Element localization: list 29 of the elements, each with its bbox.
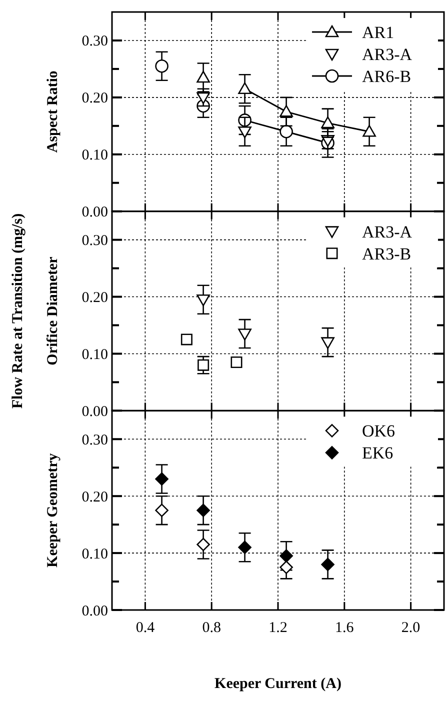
y-tick-label: 0.10 <box>82 346 108 363</box>
y-tick-label: 0.00 <box>82 204 108 221</box>
y-axis-title: Keeper Geometry <box>45 452 61 568</box>
legend-label: AR1 <box>362 22 394 42</box>
text: Flow Rate at Transition (mg/s) <box>10 213 26 409</box>
legend-label: OK6 <box>362 422 396 441</box>
x-tick-label: 0.4 <box>136 620 156 636</box>
x-tick-label: 1.6 <box>335 620 354 636</box>
legend-label: AR3-A <box>362 222 413 242</box>
y-tick-label: 0.20 <box>82 489 108 506</box>
y-tick-label: 0.30 <box>82 34 108 50</box>
y-tick-label: 0.30 <box>82 233 108 250</box>
y-tick-label: 0.20 <box>82 90 108 107</box>
y-tick-label: 0.10 <box>82 148 108 164</box>
y-tick-label: 0.30 <box>82 432 108 448</box>
legend-label: AR3-B <box>362 244 412 264</box>
legend-label: AR3-A <box>362 44 413 64</box>
x-tick-label: 0.8 <box>202 620 221 636</box>
y-axis-title: Orifice Diameter <box>45 256 61 366</box>
y-tick-label: 0.00 <box>82 603 108 620</box>
x-tick-label: 1.2 <box>268 620 288 636</box>
legend-label: AR6-B <box>362 66 412 86</box>
x-axis-title: Keeper Current (A) <box>214 676 342 692</box>
y-tick-label: 0.10 <box>82 546 108 562</box>
x-tick-label: 2.0 <box>401 620 420 636</box>
y-tick-label: 0.20 <box>82 290 108 306</box>
legend-label: EK6 <box>362 444 394 463</box>
y-axis-title: Aspect Ratio <box>45 70 61 153</box>
y-tick-label: 0.00 <box>82 404 108 420</box>
